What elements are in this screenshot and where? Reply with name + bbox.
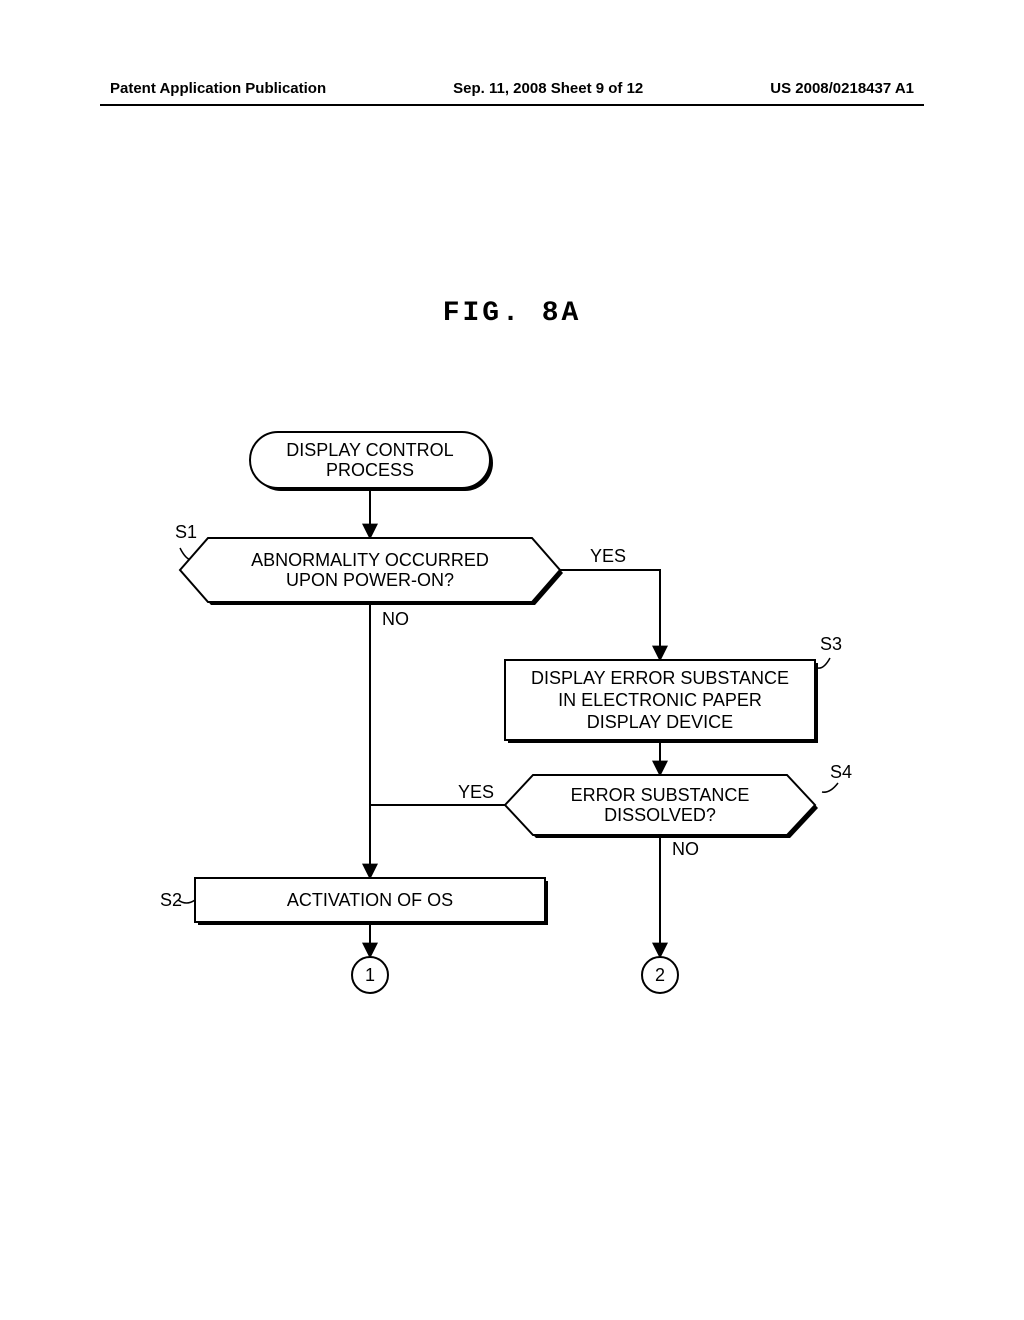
node-label: IN ELECTRONIC PAPER bbox=[558, 690, 762, 710]
edge-label: YES bbox=[458, 782, 494, 802]
header-center: Sep. 11, 2008 Sheet 9 of 12 bbox=[453, 80, 643, 97]
node-label: ABNORMALITY OCCURRED bbox=[251, 550, 489, 570]
step-leader bbox=[822, 783, 838, 792]
flow-edge bbox=[560, 570, 660, 660]
header-rule bbox=[100, 104, 924, 106]
header-right: US 2008/0218437 A1 bbox=[770, 80, 914, 97]
node-label: UPON POWER-ON? bbox=[286, 570, 454, 590]
node-label: ACTIVATION OF OS bbox=[287, 890, 453, 910]
edge-label: NO bbox=[382, 609, 409, 629]
node-label: DISPLAY ERROR SUBSTANCE bbox=[531, 668, 789, 688]
node-label: DISPLAY DEVICE bbox=[587, 712, 733, 732]
figure-title: FIG. 8A bbox=[0, 298, 1024, 329]
step-label: S3 bbox=[820, 634, 842, 654]
header-left: Patent Application Publication bbox=[110, 80, 326, 97]
edge-label: YES bbox=[590, 546, 626, 566]
connector-label: 2 bbox=[655, 965, 665, 985]
step-label: S4 bbox=[830, 762, 852, 782]
connector-label: 1 bbox=[365, 965, 375, 985]
node-label: DISPLAY CONTROL bbox=[286, 440, 453, 460]
step-label: S1 bbox=[175, 522, 197, 542]
node-label: DISSOLVED? bbox=[604, 805, 716, 825]
node-label: PROCESS bbox=[326, 460, 414, 480]
node-label: ERROR SUBSTANCE bbox=[571, 785, 750, 805]
step-label: S2 bbox=[160, 890, 182, 910]
step-leader bbox=[818, 658, 830, 668]
flowchart: NO YES YES NO DISPLAY CONTROLPROCESS ABNORMAL… bbox=[120, 420, 890, 1000]
edge-label: NO bbox=[672, 839, 699, 859]
